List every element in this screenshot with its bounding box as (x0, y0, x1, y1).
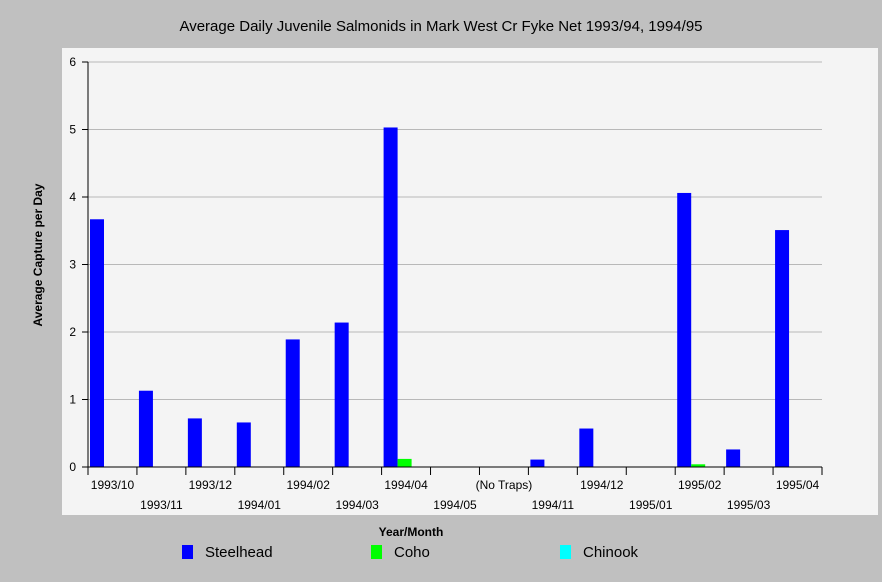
bar-steelhead (90, 219, 104, 467)
x-tick-label: 1995/03 (727, 498, 771, 512)
bar-layer (90, 127, 790, 467)
x-tick-label: 1994/12 (580, 478, 624, 492)
x-tick-label: 1995/04 (776, 478, 820, 492)
x-tick-label: 1994/05 (433, 498, 477, 512)
x-tick-label: 1994/04 (384, 478, 428, 492)
legend-item-steelhead: Steelhead (182, 543, 273, 561)
chart-title: Average Daily Juvenile Salmonids in Mark… (179, 18, 703, 35)
y-tick-label: 1 (69, 393, 76, 407)
x-tick-label: 1995/01 (629, 498, 673, 512)
x-tick-label: 1994/11 (532, 498, 575, 512)
axis-layer: 0 1 2 3 4 5 6 1993/10 1993/11 1993/12 1994/01 1994/… (69, 55, 823, 512)
x-tick-label: 1994/03 (335, 498, 379, 512)
bar-steelhead (775, 230, 790, 467)
bar-steelhead (138, 390, 153, 467)
x-tick-label: 1994/01 (238, 498, 282, 512)
y-tick-label: 3 (69, 258, 76, 272)
legend-swatch-coho (371, 545, 382, 559)
bar-steelhead (530, 459, 545, 467)
legend-label-coho: Coho (394, 543, 430, 561)
x-tick-label: 1993/11 (140, 498, 183, 512)
bar-steelhead (677, 192, 692, 467)
legend-item-coho: Coho (371, 543, 430, 561)
bar-steelhead (579, 428, 594, 467)
legend-item-chinook: Chinook (560, 543, 638, 561)
y-tick-label: 0 (69, 460, 76, 474)
bar-coho (397, 458, 412, 467)
x-tick-label: 1993/12 (189, 478, 233, 492)
x-tick-label: (No Traps) (476, 478, 533, 492)
legend-swatch-steelhead (182, 545, 193, 559)
y-tick-label: 2 (69, 325, 76, 339)
x-tick-label: 1993/10 (91, 478, 135, 492)
grid-layer (88, 61, 822, 400)
y-axis-label: Average Capture per Day (31, 183, 45, 327)
y-tick-label: 6 (69, 55, 76, 69)
legend-swatch-chinook (560, 545, 571, 559)
legend: Steelhead Coho Chinook (0, 540, 882, 564)
bar-steelhead (383, 127, 398, 467)
bar-steelhead (334, 322, 349, 467)
bar-steelhead (285, 339, 300, 467)
x-tick-label: 1994/02 (287, 478, 331, 492)
bar-steelhead (187, 418, 202, 467)
bar-steelhead (726, 449, 741, 467)
bar-steelhead (236, 422, 251, 467)
y-tick-label: 5 (69, 123, 76, 137)
x-axis-label: Year/Month (378, 525, 444, 539)
y-tick-label: 4 (69, 190, 76, 204)
legend-label-chinook: Chinook (583, 543, 639, 561)
bar-coho (691, 464, 706, 467)
x-tick-label: 1995/02 (678, 478, 722, 492)
legend-label-steelhead: Steelhead (205, 543, 273, 561)
